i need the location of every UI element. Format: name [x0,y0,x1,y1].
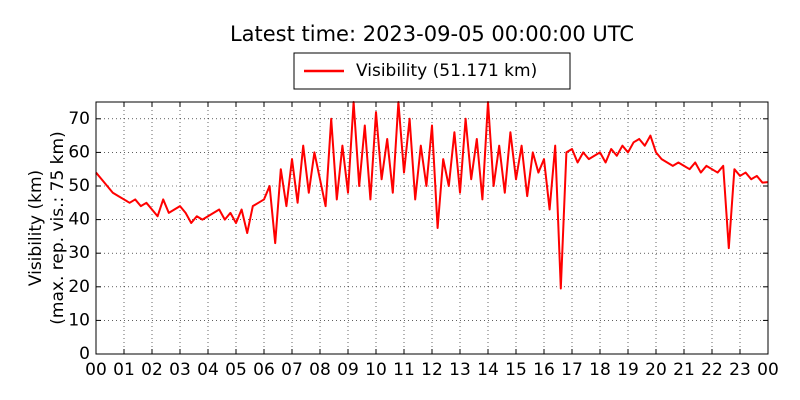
x-tick-label: 01 [113,360,135,380]
x-tick-label: 15 [505,360,527,380]
x-tick-label: 13 [449,360,471,380]
y-tick-label: 20 [68,277,90,297]
x-tick-label: 00 [757,360,779,380]
y-tick-label: 40 [68,210,90,230]
x-tick-label: 22 [701,360,723,380]
x-tick-label: 12 [421,360,443,380]
x-tick-label: 17 [561,360,583,380]
x-tick-label: 09 [337,360,359,380]
legend-label: Visibility (51.171 km) [356,61,537,81]
x-tick-label: 21 [673,360,695,380]
x-tick-label: 04 [197,360,219,380]
x-tick-label: 05 [225,360,247,380]
plot-frame [95,101,769,355]
x-tick-label: 20 [645,360,667,380]
y-tick-label: 60 [68,142,90,162]
x-tick-label: 08 [309,360,331,380]
chart-title: Latest time: 2023-09-05 00:00:00 UTC [230,22,634,46]
x-tick-label: 18 [589,360,611,380]
x-tick-label: 23 [729,360,751,380]
y-tick-label: 70 [68,109,90,129]
x-tick-label: 16 [533,360,555,380]
x-tick-label: 11 [393,360,415,380]
y-axis-label: Visibility (km) [26,170,46,286]
y-tick-label: 50 [68,176,90,196]
x-tick-label: 06 [253,360,275,380]
x-tick-label: 07 [281,360,303,380]
x-tick-label: 10 [365,360,387,380]
y-tick-label: 0 [79,344,90,364]
x-tick-label: 02 [141,360,163,380]
x-tick-label: 00 [85,360,107,380]
y-axis-label: (max. rep. vis.: 75 km) [48,131,68,324]
x-tick-label: 19 [617,360,639,380]
y-tick-label: 10 [68,310,90,330]
y-tick-label: 30 [68,243,90,263]
data-line [95,101,769,290]
x-tick-label: 03 [169,360,191,380]
x-tick-label: 14 [477,360,499,380]
